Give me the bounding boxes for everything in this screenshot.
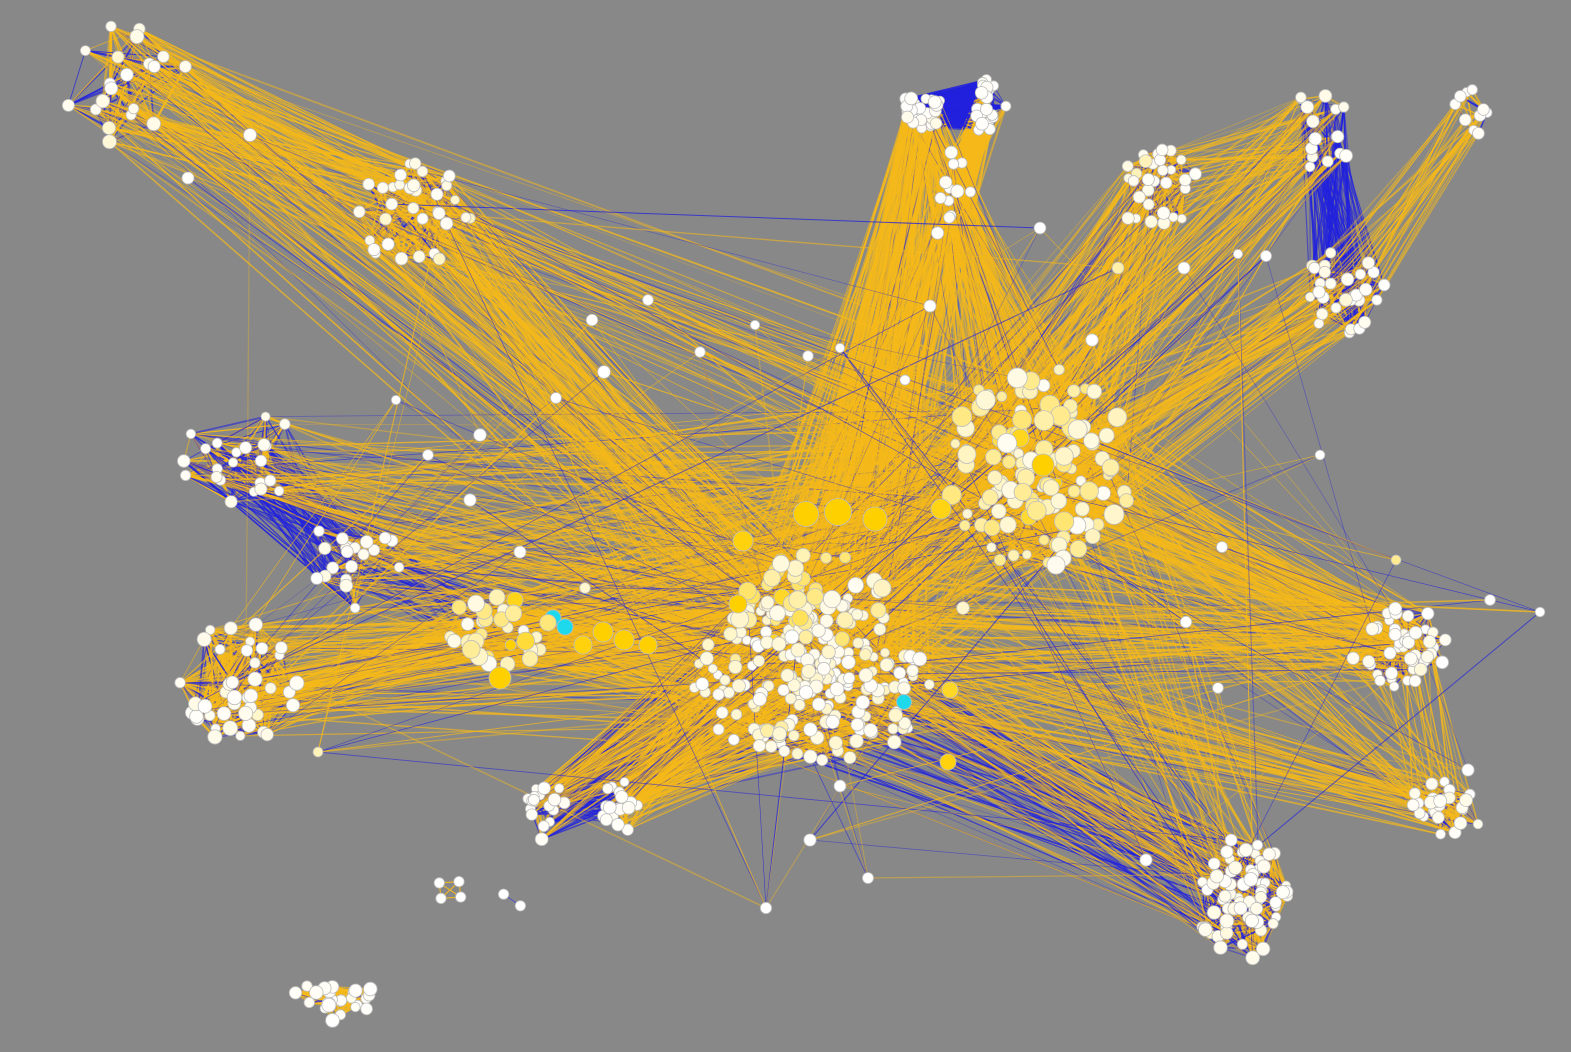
graph-edge — [179, 649, 248, 684]
graph-edge — [179, 639, 205, 683]
graph-edge — [179, 640, 251, 684]
graph-edge — [67, 36, 138, 106]
graph-edge — [185, 442, 218, 476]
graph-edge — [85, 28, 140, 52]
graph-edge — [190, 415, 266, 435]
graph-edge — [67, 50, 86, 106]
graph-edge — [190, 423, 285, 435]
